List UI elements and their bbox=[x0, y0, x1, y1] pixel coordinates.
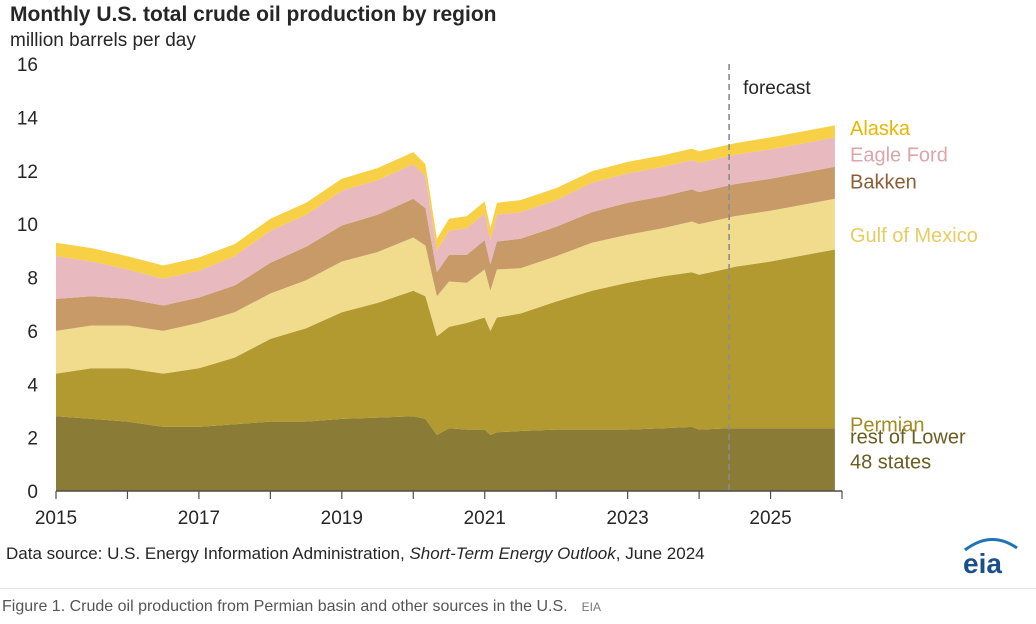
series-label-bakken: Bakken bbox=[850, 171, 917, 193]
series-label-eagle-ford: Eagle Ford bbox=[850, 145, 948, 167]
y-axis-ticks: 0 2 4 6 8 10 12 14 16 bbox=[17, 55, 39, 503]
y-tick-label: 16 bbox=[17, 55, 38, 76]
x-tick-label: 2021 bbox=[464, 508, 506, 529]
source-publication: Short-Term Energy Outlook bbox=[409, 544, 616, 563]
y-tick-label: 8 bbox=[27, 269, 38, 290]
caption-text: Figure 1. Crude oil production from Perm… bbox=[2, 598, 568, 615]
area-alaska bbox=[56, 125, 835, 279]
eia-logo: eia bbox=[963, 538, 1018, 578]
x-tick-label: 2023 bbox=[606, 508, 648, 529]
area-rest-of-lower-48-states bbox=[56, 416, 835, 491]
forecast-marker: forecast bbox=[728, 64, 811, 491]
forecast-label: forecast bbox=[743, 78, 811, 99]
area-gulf-of-mexico bbox=[56, 198, 835, 374]
caption-text-row: Figure 1. Crude oil production from Perm… bbox=[2, 598, 601, 616]
x-tick-label: 2019 bbox=[321, 508, 363, 529]
area-permian bbox=[56, 249, 835, 435]
y-tick-label: 14 bbox=[17, 108, 39, 129]
area-bakken bbox=[56, 166, 835, 331]
chart-subtitle: million barrels per day bbox=[10, 30, 196, 51]
x-tick-label: 2025 bbox=[749, 508, 791, 529]
source-prefix: Data source: U.S. Energy Information Adm… bbox=[6, 544, 410, 563]
y-tick-label: 12 bbox=[17, 162, 38, 183]
area-layers bbox=[56, 125, 835, 491]
y-tick-label: 0 bbox=[27, 482, 38, 503]
y-tick-label: 10 bbox=[17, 215, 38, 236]
caption-credit: EIA bbox=[581, 600, 601, 614]
figure-caption: Figure 1. Crude oil production from Perm… bbox=[0, 588, 1036, 624]
area-eagle-ford bbox=[56, 137, 835, 306]
x-axis: 2015 2017 2019 2021 2023 2025 bbox=[35, 490, 843, 529]
x-tick-label: 2017 bbox=[178, 508, 220, 529]
chart-title: Monthly U.S. total crude oil production … bbox=[10, 3, 497, 26]
chart-canvas: 0 2 4 6 8 10 12 14 16 2015 2017 2019 2021 2023 2025 f… bbox=[17, 55, 978, 529]
y-tick-label: 2 bbox=[27, 429, 38, 450]
series-label-rest-of-lower-48-states: rest of Lower 48 states bbox=[850, 426, 966, 473]
eia-logo-text: eia bbox=[963, 548, 1002, 578]
x-tick-label: 2015 bbox=[35, 508, 77, 529]
series-label-permian: Permian bbox=[850, 414, 924, 436]
series-label-gulf-of-mexico: Gulf of Mexico bbox=[850, 225, 978, 247]
source-suffix: , June 2024 bbox=[615, 544, 705, 563]
chart-figure: Monthly U.S. total crude oil production … bbox=[6, 3, 1018, 578]
y-tick-label: 4 bbox=[27, 375, 38, 396]
y-tick-label: 6 bbox=[27, 322, 38, 343]
source-note: Data source: U.S. Energy Information Adm… bbox=[6, 544, 705, 564]
series-label-alaska: Alaska bbox=[850, 118, 911, 140]
